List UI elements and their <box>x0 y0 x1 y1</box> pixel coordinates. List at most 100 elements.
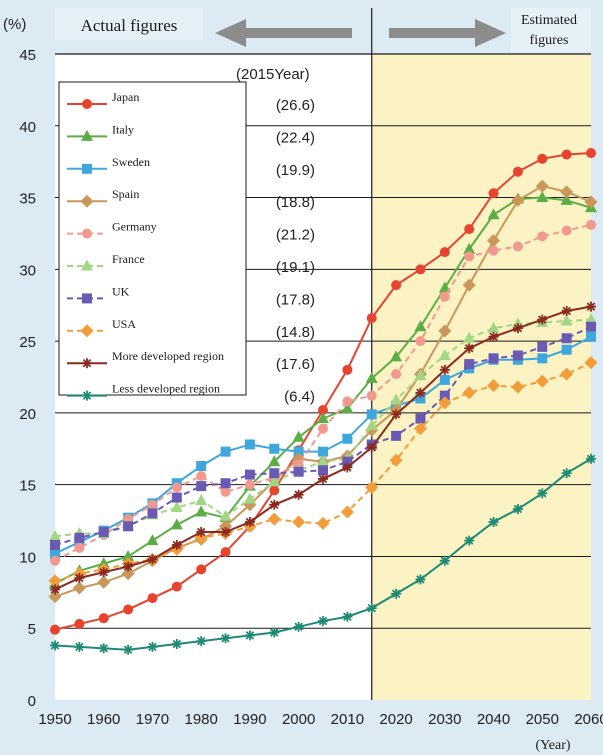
data-point <box>413 422 427 436</box>
data-point <box>366 603 377 614</box>
data-point <box>415 264 426 275</box>
data-point <box>220 547 231 558</box>
data-point <box>219 509 232 521</box>
y-tick-label: 0 <box>28 693 36 710</box>
legend-item-more-developed-region: More developed region <box>67 349 224 369</box>
data-point <box>171 539 182 550</box>
data-point <box>560 314 573 326</box>
x-tick-label: 2020 <box>379 711 412 728</box>
data-point <box>318 446 328 457</box>
legend-year-label: (2015Year) <box>236 66 310 83</box>
x-tick-label: 1990 <box>233 711 266 728</box>
y-axis-unit-label: (%) <box>3 16 26 33</box>
data-point <box>391 409 402 420</box>
data-point <box>269 443 280 454</box>
data-point <box>244 516 255 527</box>
data-point <box>512 323 523 334</box>
data-point <box>123 604 134 615</box>
actual-figures-banner <box>55 8 203 40</box>
data-point <box>97 575 111 589</box>
data-point <box>195 505 208 517</box>
data-point <box>74 572 85 583</box>
legend-2015-value: (19.9) <box>276 162 315 179</box>
data-point <box>292 515 306 529</box>
y-axis-ticks: 0 5 10 15 20 25 30 35 40 45 <box>19 47 36 710</box>
data-point <box>196 481 207 492</box>
x-axis-ticks: 1950 1960 1970 1980 1990 2000 2010 2020 2030 2040… <box>38 711 603 728</box>
y-tick-label: 10 <box>19 549 36 566</box>
data-point <box>318 473 328 484</box>
legend-marker <box>82 293 92 304</box>
legend-2015-value: (17.6) <box>276 356 315 373</box>
data-point <box>146 534 159 546</box>
data-point <box>220 478 231 489</box>
data-point <box>268 475 281 487</box>
data-point <box>537 153 548 164</box>
legend-label: France <box>112 252 145 266</box>
data-point <box>342 462 353 473</box>
legend-2015-value: (19.1) <box>276 259 315 276</box>
legend-marker <box>80 324 94 338</box>
data-point <box>464 535 475 546</box>
data-point <box>389 453 403 467</box>
data-point <box>122 549 135 561</box>
data-point <box>462 278 476 292</box>
x-tick-label: 1950 <box>38 711 71 728</box>
data-point <box>414 369 427 381</box>
data-point <box>196 564 207 575</box>
data-point <box>586 219 596 230</box>
data-point <box>342 396 353 407</box>
data-point <box>195 493 208 505</box>
data-point <box>318 465 328 476</box>
legend-label: Germany <box>112 220 157 234</box>
data-point <box>464 343 475 354</box>
legend-item-japan: Japan <box>67 90 139 109</box>
data-point <box>196 461 207 472</box>
legend-item-sweden: Sweden <box>67 155 150 174</box>
data-point <box>512 350 523 361</box>
data-point <box>317 455 329 467</box>
x-tick-label: 2060 <box>574 711 603 728</box>
data-point <box>97 557 110 569</box>
legend-2015-value: (21.2) <box>276 227 315 244</box>
data-point <box>293 466 304 477</box>
data-point <box>535 374 549 388</box>
legend-label: Sweden <box>112 155 150 169</box>
data-point <box>439 374 450 385</box>
x-tick-label: 2040 <box>477 711 510 728</box>
data-point <box>50 584 60 595</box>
data-point <box>391 369 402 380</box>
x-tick-label: 2000 <box>282 711 315 728</box>
data-point <box>196 471 207 482</box>
legend-item-spain: Spain <box>67 187 139 208</box>
data-point <box>196 527 207 538</box>
data-point <box>292 430 305 442</box>
data-point <box>293 621 304 632</box>
data-point <box>463 331 476 343</box>
legend-marker <box>81 129 93 141</box>
actual-figures-label: Actual figures <box>81 16 178 35</box>
legend-label: USA <box>112 317 136 331</box>
data-point <box>487 379 501 393</box>
legend-item-less-developed-region: Less developed region <box>67 382 220 401</box>
data-point <box>488 331 499 342</box>
data-point <box>439 390 450 401</box>
data-point <box>487 321 500 333</box>
data-point <box>269 627 280 638</box>
data-point <box>244 439 255 450</box>
data-point <box>50 539 60 550</box>
legend-2015-value: (14.8) <box>276 324 315 341</box>
data-point <box>316 516 330 530</box>
data-point <box>72 581 86 595</box>
actual-figures-arrow <box>215 19 352 47</box>
data-point <box>415 387 426 398</box>
data-point <box>123 644 134 655</box>
legend-label: UK <box>112 284 130 298</box>
data-point <box>293 446 304 457</box>
x-tick-label: 1960 <box>87 711 120 728</box>
data-series <box>48 148 598 655</box>
legend: (2015Year) Japan (26.6) Italy (22.4) Sweden (… <box>58 66 315 406</box>
data-point <box>318 405 328 416</box>
data-point <box>414 320 427 332</box>
